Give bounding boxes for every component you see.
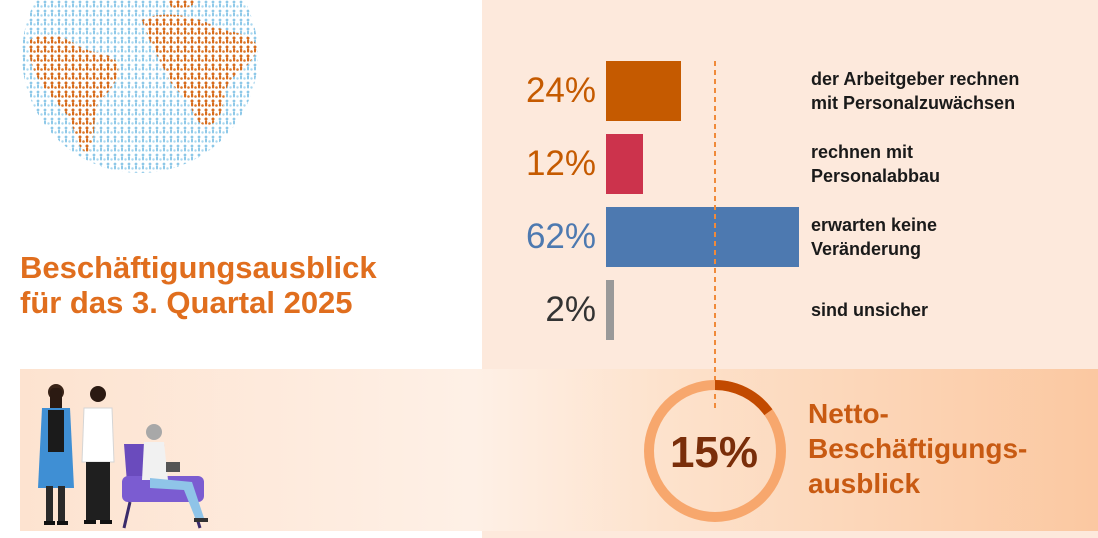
woman-standing-2-icon: [81, 386, 115, 524]
percent-label-2: 12%: [525, 144, 596, 183]
net-outlook-value: 15%: [669, 428, 759, 477]
bottom-band: [20, 369, 1098, 531]
people-group-illustration: [38, 384, 208, 529]
net-outlook-label: Netto- Beschäftigungs- ausblick: [808, 396, 1027, 501]
woman-in-chair-icon: [122, 424, 208, 529]
bar-chart: [606, 61, 799, 410]
globe-of-people-icon: [22, 0, 258, 173]
percent-label-1: 24%: [525, 71, 596, 110]
ring-progress-arc: [714, 380, 773, 416]
net-outlook-ring: [644, 380, 786, 522]
page-title: Beschäftigungsausblick für das 3. Quarta…: [20, 250, 377, 320]
percent-label-4: 2%: [545, 290, 596, 329]
category-description-1-line-2: mit Personalzuwächsen: [811, 93, 1016, 113]
net-outlook-label-line-1: Netto-: [808, 398, 889, 429]
category-description-3-line-2: Veränderung: [811, 239, 922, 259]
bar-1: [606, 61, 681, 121]
bar-2: [606, 134, 643, 194]
category-description-1-line-1: der Arbeitgeber rechnen: [811, 69, 1020, 89]
net-outlook-label-line-2: Beschäftigungs-: [808, 433, 1028, 464]
category-description-1: der Arbeitgeber rechnen mit Personalzuwäc…: [811, 67, 1081, 115]
category-description-2-line-1: rechnen mit: [811, 142, 914, 162]
category-description-4-line-1: sind unsicher: [811, 300, 929, 320]
bar-3: [606, 207, 799, 267]
net-outlook-label-line-3: ausblick: [808, 468, 921, 499]
category-description-2-line-2: Personalabbau: [811, 166, 941, 186]
category-description-3-line-1: erwarten keine: [811, 215, 938, 235]
bar-4: [606, 280, 614, 340]
category-description-4: sind unsicher: [811, 298, 1081, 322]
title-line-2: für das 3. Quartal 2025: [20, 285, 353, 320]
title-line-1: Beschäftigungsausblick: [20, 250, 377, 285]
category-description-2: rechnen mit Personalabbau: [811, 140, 1081, 188]
category-description-3: erwarten keine Veränderung: [811, 213, 1081, 261]
woman-standing-1-icon: [38, 384, 74, 525]
percent-label-3: 62%: [525, 217, 596, 256]
